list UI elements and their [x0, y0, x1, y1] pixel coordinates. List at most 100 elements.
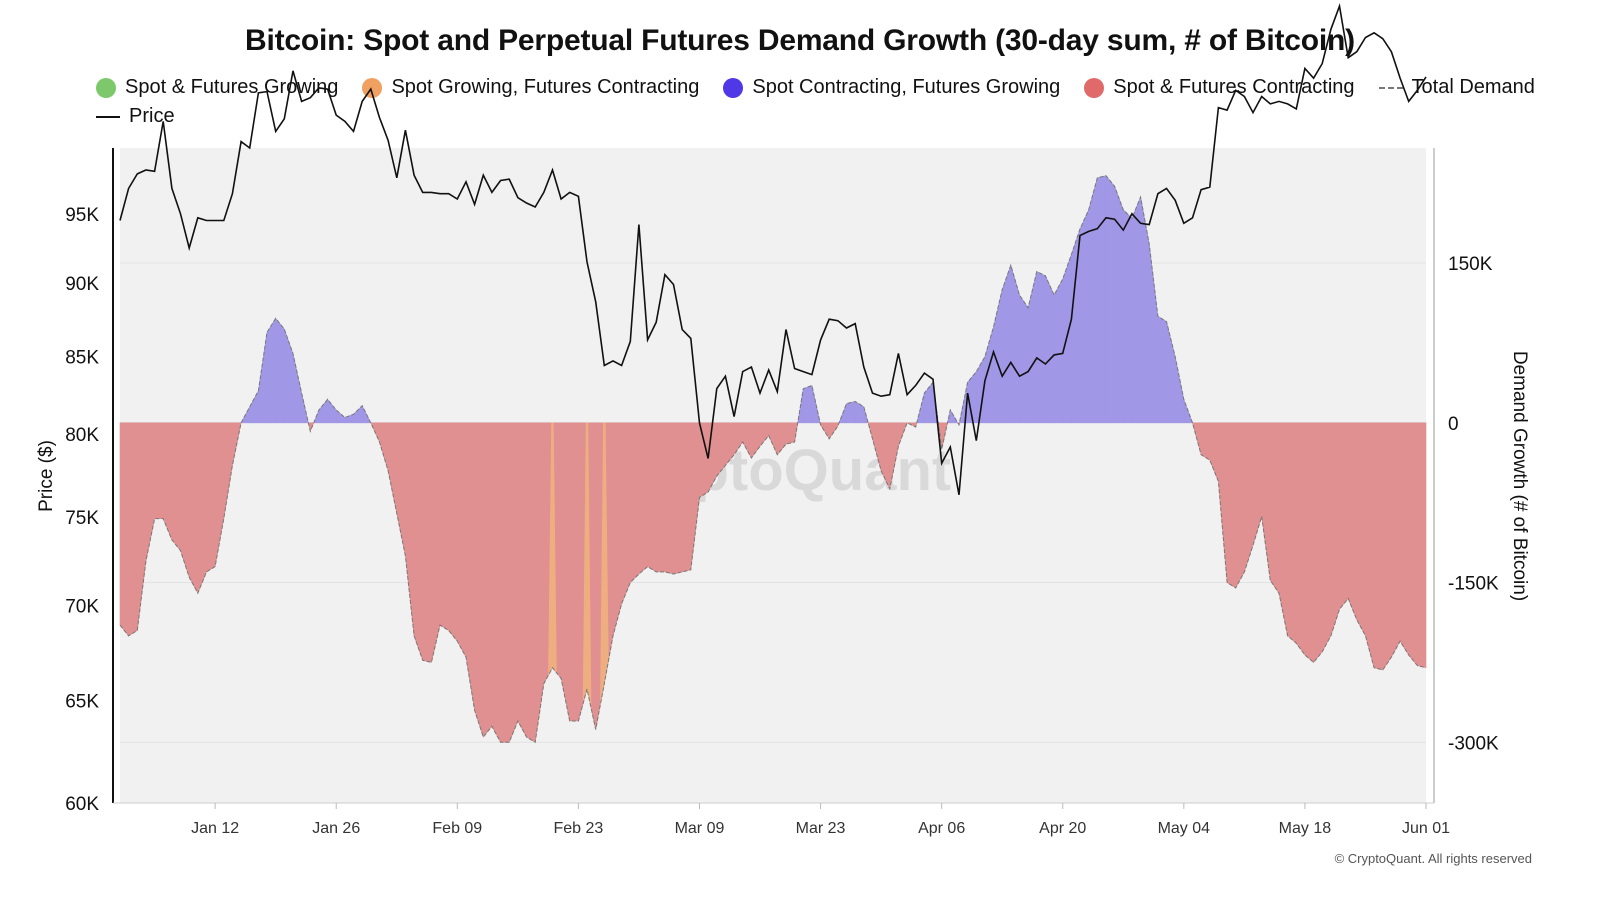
area-segment-spot-contracting-futures-growing — [1157, 315, 1167, 424]
area-segment-spot-contracting-futures-growing — [1088, 177, 1098, 424]
area-segment-spot-futures-contracting — [681, 422, 692, 573]
left-axis-title: Price ($) — [36, 440, 57, 512]
x-tick-label: Jan 12 — [191, 820, 239, 837]
area-segment-spot-futures-contracting — [508, 422, 519, 743]
plot-background — [120, 148, 1426, 803]
legend-swatch — [96, 77, 116, 98]
area-segment-spot-futures-contracting — [1200, 422, 1211, 461]
area-segment-spot-futures-contracting — [1382, 422, 1392, 671]
area-segment-spot-futures-contracting — [413, 422, 424, 661]
right-tick-label: 0 — [1448, 414, 1459, 435]
area-segment-spot-contracting-futures-growing — [275, 317, 285, 424]
area-segment-spot-futures-contracting — [1373, 422, 1384, 671]
copyright-credit: © CryptoQuant. All rights reserved — [1334, 851, 1532, 866]
area-segment-spot-contracting-futures-growing — [1097, 175, 1107, 424]
area-segment-spot-contracting-futures-growing — [846, 401, 856, 424]
right-tick-label: 150K — [1448, 254, 1493, 275]
area-segment-spot-growing-futures-contracting — [548, 422, 557, 676]
left-tick-label: 95K — [65, 205, 99, 226]
legend-label: Spot & Futures Growing — [125, 76, 339, 98]
area-segment-spot-futures-contracting — [655, 422, 666, 573]
legend-swatch — [1084, 77, 1105, 98]
area-segment-spot-futures-contracting — [206, 422, 216, 573]
left-tick-label: 70K — [65, 596, 99, 617]
legend-swatch — [96, 115, 120, 118]
area-segment-spot-futures-contracting — [1365, 422, 1375, 668]
left-tick-label: 65K — [65, 691, 99, 712]
area-segment-spot-contracting-futures-growing — [1001, 265, 1012, 424]
price-line — [119, 3, 1427, 495]
area-segment-spot-futures-contracting — [526, 422, 536, 743]
legend-label: Spot Growing, Futures Contracting — [391, 76, 700, 98]
area-segment-spot-contracting-futures-growing — [802, 385, 813, 424]
legend-item[interactable]: Total Demand — [1378, 76, 1535, 99]
area-segment-spot-futures-contracting — [1321, 422, 1332, 652]
legend-swatch — [723, 77, 744, 98]
area-segment-spot-contracting-futures-growing — [1019, 293, 1029, 424]
area-segment-spot-futures-contracting — [197, 422, 207, 594]
area-segment-spot-futures-contracting — [422, 422, 432, 663]
area-segment-spot-contracting-futures-growing — [1045, 275, 1055, 424]
area-segment-spot-futures-contracting — [1408, 422, 1418, 667]
left-axis-ticks: 60K 65K 70K 75K 80K 85K 90K 95K — [65, 205, 99, 815]
x-tick-label: May 04 — [1158, 820, 1211, 837]
area-segment-spot-futures-contracting — [898, 422, 908, 447]
area-segment-spot-futures-contracting — [621, 422, 631, 604]
demand-areas — [119, 174, 1427, 743]
area-segment-spot-futures-contracting — [517, 422, 527, 738]
area-segment-spot-futures-contracting — [128, 422, 138, 637]
area-segment-spot-futures-contracting — [699, 422, 709, 498]
right-tick-label: -300K — [1448, 733, 1499, 754]
area-segment-spot-contracting-futures-growing — [1122, 209, 1133, 424]
x-tick-label: Feb 09 — [432, 820, 482, 837]
area-segment-spot-growing-futures-contracting — [582, 422, 592, 710]
legend-swatch — [362, 77, 383, 98]
area-segment-spot-futures-contracting — [1417, 422, 1427, 669]
legend-label: Spot Contracting, Futures Growing — [752, 76, 1061, 98]
area-segment-spot-futures-contracting — [638, 422, 648, 575]
right-axis-title: Demand Growth (# of Bitcoin) — [1509, 351, 1530, 601]
area-segment-spot-futures-contracting — [1399, 422, 1410, 657]
total-demand-line — [119, 175, 1427, 744]
area-segment-spot-futures-contracting — [188, 422, 199, 594]
area-segment-spot-futures-contracting — [629, 422, 640, 584]
x-tick-label: Jun 01 — [1402, 820, 1450, 837]
area-segment-spot-futures-contracting — [569, 422, 579, 722]
left-tick-label: 90K — [65, 274, 99, 295]
area-segment-spot-futures-contracting — [1235, 422, 1245, 589]
area-segment-spot-contracting-futures-growing — [1131, 196, 1141, 424]
area-segment-spot-contracting-futures-growing — [1079, 209, 1089, 424]
area-segment-spot-futures-contracting — [647, 422, 657, 573]
left-tick-label: 75K — [65, 508, 99, 529]
x-axis-ticks: Jan 12 Jan 26 Feb 09 Feb 23 Mar 09 Mar 23 Apr … — [191, 803, 1450, 837]
area-segment-spot-futures-contracting — [171, 422, 181, 552]
area-segment-spot-contracting-futures-growing — [1036, 271, 1046, 424]
area-segment-spot-futures-contracting — [1330, 422, 1340, 636]
area-segment-spot-futures-contracting — [785, 422, 795, 445]
area-segment-spot-futures-contracting — [448, 422, 458, 642]
x-tick-label: Apr 06 — [918, 820, 965, 837]
area-segment-spot-futures-contracting — [1295, 422, 1306, 656]
area-segment-spot-futures-contracting — [474, 422, 484, 738]
area-segment-spot-futures-contracting — [1313, 422, 1323, 664]
area-segment-spot-futures-contracting — [1391, 422, 1401, 658]
area-segment-spot-futures-contracting — [1304, 422, 1314, 664]
legend-item[interactable]: Spot & Futures Contracting — [1084, 76, 1355, 99]
area-segment-spot-futures-contracting — [431, 422, 441, 663]
x-tick-label: Mar 09 — [675, 820, 725, 837]
x-tick-label: Apr 20 — [1039, 820, 1086, 837]
x-tick-label: Feb 23 — [553, 820, 603, 837]
legend-item[interactable]: Spot Contracting, Futures Growing — [723, 76, 1060, 99]
legend-item[interactable]: Spot & Futures Growing — [96, 76, 338, 99]
area-segment-spot-contracting-futures-growing — [266, 317, 276, 424]
area-segment-spot-contracting-futures-growing — [1071, 228, 1081, 424]
area-segment-spot-futures-contracting — [664, 422, 674, 575]
area-segment-spot-futures-contracting — [1270, 422, 1280, 595]
area-segment-spot-futures-contracting — [491, 422, 501, 743]
left-tick-label: 85K — [65, 347, 99, 368]
area-segment-spot-futures-contracting — [673, 422, 683, 575]
legend-label: Total Demand — [1411, 76, 1535, 98]
area-segment-spot-futures-contracting — [1347, 422, 1358, 620]
legend-item[interactable]: Spot Growing, Futures Contracting — [362, 76, 699, 99]
area-segment-spot-futures-contracting — [1356, 422, 1366, 636]
